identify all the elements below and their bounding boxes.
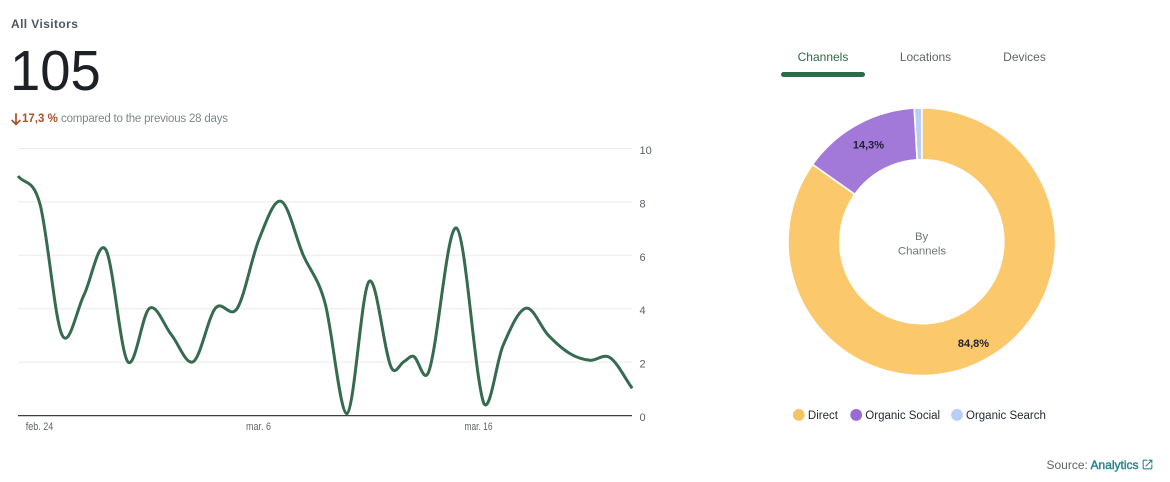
svg-text:By: By [915, 231, 929, 243]
svg-text:8: 8 [640, 198, 646, 210]
svg-text:10: 10 [640, 145, 652, 157]
svg-text:Channels: Channels [898, 246, 946, 258]
svg-text:84,8%: 84,8% [958, 338, 989, 350]
svg-text:mar. 6: mar. 6 [246, 421, 271, 433]
svg-text:mar. 16: mar. 16 [465, 421, 493, 433]
svg-text:Organic Search: Organic Search [966, 410, 1046, 422]
svg-text:6: 6 [640, 252, 646, 264]
svg-text:2: 2 [640, 359, 646, 371]
svg-text:14,3%: 14,3% [853, 140, 884, 152]
svg-text:4: 4 [640, 305, 646, 317]
svg-text:Direct: Direct [808, 410, 839, 422]
svg-text:Organic Social: Organic Social [865, 410, 940, 422]
svg-text:0: 0 [640, 412, 646, 424]
svg-text:feb. 24: feb. 24 [26, 421, 54, 433]
